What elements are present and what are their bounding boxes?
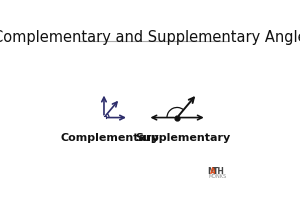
Text: A: A <box>210 167 216 176</box>
Text: M: M <box>207 167 215 176</box>
Text: MONKS: MONKS <box>209 175 227 180</box>
Text: TH: TH <box>212 167 224 176</box>
Text: Complementary: Complementary <box>61 133 160 143</box>
Text: Supplementary: Supplementary <box>136 133 231 143</box>
Text: Complementary and Supplementary Angles: Complementary and Supplementary Angles <box>0 31 300 45</box>
